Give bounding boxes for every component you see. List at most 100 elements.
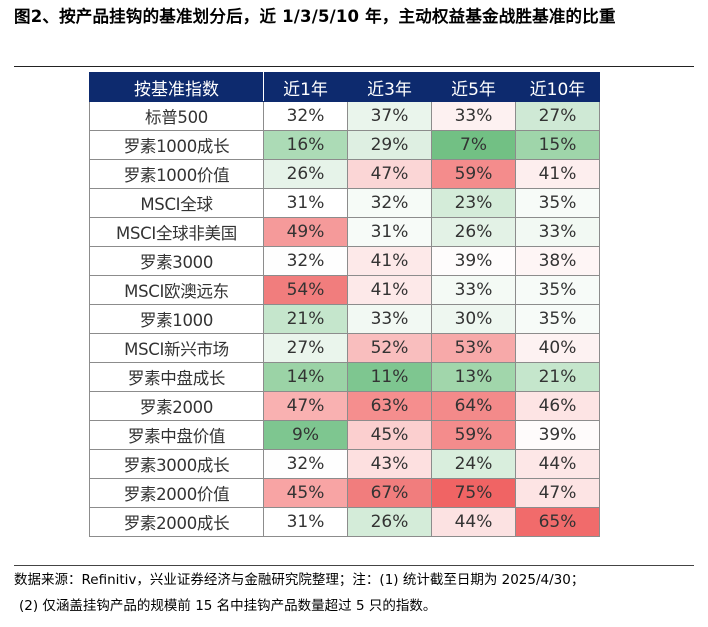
- value-cell-5y: 59%: [431, 420, 516, 450]
- value-cell-5y: 23%: [431, 188, 516, 218]
- value-cell-3y: 32%: [347, 188, 432, 218]
- table-row: MSCI欧澳远东 54% 41% 33% 35%: [89, 275, 600, 305]
- header-3y: 近3年: [347, 72, 432, 102]
- notes-divider: [14, 565, 694, 566]
- value-cell-3y: 29%: [347, 130, 432, 160]
- value-cell-3y: 63%: [347, 391, 432, 421]
- value-cell-3y: 41%: [347, 275, 432, 305]
- benchmark-name-cell: 罗素3000成长: [89, 449, 264, 479]
- benchmark-name-cell: 罗素2000价值: [89, 478, 264, 508]
- value-cell-10y: 40%: [515, 333, 600, 363]
- table-row: 罗素3000成长 32% 43% 24% 44%: [89, 449, 600, 479]
- value-cell-5y: 53%: [431, 333, 516, 363]
- value-cell-1y: 31%: [263, 188, 348, 218]
- value-cell-5y: 44%: [431, 507, 516, 537]
- value-cell-3y: 11%: [347, 362, 432, 392]
- table-row: 罗素1000 21% 33% 30% 35%: [89, 304, 600, 334]
- benchmark-name-cell: 标普500: [89, 101, 264, 131]
- table-row: 标普500 32% 37% 33% 27%: [89, 101, 600, 131]
- table-row: 罗素2000成长 31% 26% 44% 65%: [89, 507, 600, 537]
- value-cell-10y: 41%: [515, 159, 600, 189]
- value-cell-5y: 26%: [431, 217, 516, 247]
- value-cell-3y: 67%: [347, 478, 432, 508]
- value-cell-10y: 44%: [515, 449, 600, 479]
- value-cell-1y: 32%: [263, 101, 348, 131]
- table-body: 标普500 32% 37% 33% 27% 罗素1000成长 16% 29% 7% 15% 罗素10…: [89, 101, 600, 537]
- value-cell-1y: 31%: [263, 507, 348, 537]
- value-cell-1y: 14%: [263, 362, 348, 392]
- value-cell-10y: 35%: [515, 188, 600, 218]
- table-row: 罗素2000价值 45% 67% 75% 47%: [89, 478, 600, 508]
- value-cell-3y: 37%: [347, 101, 432, 131]
- value-cell-10y: 38%: [515, 246, 600, 276]
- table-row: 罗素3000 32% 41% 39% 38%: [89, 246, 600, 276]
- benchmark-name-cell: 罗素中盘成长: [89, 362, 264, 392]
- value-cell-1y: 21%: [263, 304, 348, 334]
- value-cell-10y: 15%: [515, 130, 600, 160]
- source-note: 数据来源：Refinitiv，兴业证券经济与金融研究院整理；注：(1) 统计截至…: [14, 572, 585, 588]
- table-row: MSCI新兴市场 27% 52% 53% 40%: [89, 333, 600, 363]
- value-cell-5y: 13%: [431, 362, 516, 392]
- benchmark-name-cell: 罗素1000价值: [89, 159, 264, 189]
- scope-note: (2) 仅涵盖挂钩产品的规模前 15 名中挂钩产品数量超过 5 只的指数。: [19, 598, 437, 614]
- value-cell-3y: 41%: [347, 246, 432, 276]
- table-row: 罗素2000 47% 63% 64% 46%: [89, 391, 600, 421]
- header-10y: 近10年: [515, 72, 600, 102]
- table-header-row: 按基准指数 近1年 近3年 近5年 近10年: [89, 72, 600, 102]
- benchmark-name-cell: MSCI全球非美国: [89, 217, 264, 247]
- value-cell-5y: 33%: [431, 275, 516, 305]
- value-cell-10y: 65%: [515, 507, 600, 537]
- header-5y: 近5年: [431, 72, 516, 102]
- value-cell-5y: 30%: [431, 304, 516, 334]
- value-cell-5y: 75%: [431, 478, 516, 508]
- value-cell-1y: 45%: [263, 478, 348, 508]
- value-cell-5y: 59%: [431, 159, 516, 189]
- value-cell-5y: 33%: [431, 101, 516, 131]
- benchmark-name-cell: MSCI新兴市场: [89, 333, 264, 363]
- value-cell-10y: 35%: [515, 304, 600, 334]
- value-cell-3y: 31%: [347, 217, 432, 247]
- title-divider: [14, 66, 694, 67]
- value-cell-3y: 45%: [347, 420, 432, 450]
- value-cell-10y: 33%: [515, 217, 600, 247]
- value-cell-5y: 24%: [431, 449, 516, 479]
- table-row: 罗素中盘价值 9% 45% 59% 39%: [89, 420, 600, 450]
- benchmark-name-cell: 罗素中盘价值: [89, 420, 264, 450]
- benchmark-name-cell: 罗素1000: [89, 304, 264, 334]
- benchmark-name-cell: 罗素2000: [89, 391, 264, 421]
- table-row: 罗素中盘成长 14% 11% 13% 21%: [89, 362, 600, 392]
- benchmark-name-cell: 罗素3000: [89, 246, 264, 276]
- value-cell-1y: 32%: [263, 246, 348, 276]
- value-cell-1y: 27%: [263, 333, 348, 363]
- value-cell-1y: 54%: [263, 275, 348, 305]
- header-benchmark: 按基准指数: [89, 72, 264, 102]
- value-cell-5y: 64%: [431, 391, 516, 421]
- table-row: 罗素1000成长 16% 29% 7% 15%: [89, 130, 600, 160]
- header-1y: 近1年: [263, 72, 348, 102]
- value-cell-3y: 52%: [347, 333, 432, 363]
- value-cell-3y: 43%: [347, 449, 432, 479]
- figure-title: 图2、按产品挂钩的基准划分后，近 1/3/5/10 年，主动权益基金战胜基准的比…: [14, 7, 616, 26]
- value-cell-1y: 9%: [263, 420, 348, 450]
- benchmark-name-cell: 罗素2000成长: [89, 507, 264, 537]
- value-cell-1y: 16%: [263, 130, 348, 160]
- value-cell-3y: 33%: [347, 304, 432, 334]
- table-row: MSCI全球 31% 32% 23% 35%: [89, 188, 600, 218]
- table-row: MSCI全球非美国 49% 31% 26% 33%: [89, 217, 600, 247]
- value-cell-5y: 39%: [431, 246, 516, 276]
- value-cell-10y: 27%: [515, 101, 600, 131]
- value-cell-1y: 32%: [263, 449, 348, 479]
- value-cell-1y: 49%: [263, 217, 348, 247]
- benchmark-win-rate-table: 按基准指数 近1年 近3年 近5年 近10年 标普500 32% 37% 33% 27%…: [89, 72, 600, 537]
- value-cell-1y: 47%: [263, 391, 348, 421]
- value-cell-1y: 26%: [263, 159, 348, 189]
- benchmark-name-cell: 罗素1000成长: [89, 130, 264, 160]
- value-cell-10y: 35%: [515, 275, 600, 305]
- value-cell-5y: 7%: [431, 130, 516, 160]
- value-cell-10y: 39%: [515, 420, 600, 450]
- table-row: 罗素1000价值 26% 47% 59% 41%: [89, 159, 600, 189]
- benchmark-name-cell: MSCI欧澳远东: [89, 275, 264, 305]
- value-cell-10y: 47%: [515, 478, 600, 508]
- benchmark-name-cell: MSCI全球: [89, 188, 264, 218]
